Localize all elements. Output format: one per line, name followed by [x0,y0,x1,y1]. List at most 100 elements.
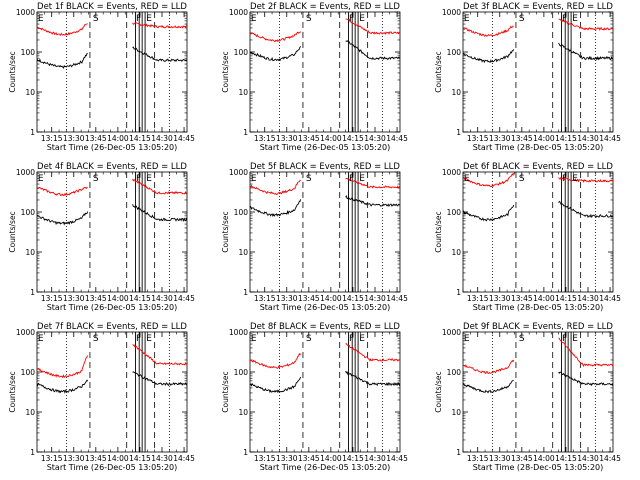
x-tick-label: 13:15 [467,134,489,143]
black-events-curve-before-gap [250,199,302,218]
panel-det-5: Det 5f BLACK = Events, RED = LLD 1 10 100 10… [221,162,408,312]
panel-det-8: Det 8f BLACK = Events, RED = LLD 1 10 100 10… [221,322,408,472]
x-tick-label: 14:00 [107,294,129,303]
y-tick-label: 10 [25,408,35,417]
y-tick-label: 1000 [229,8,248,17]
red-lld-curve-before-gap [463,172,515,188]
x-tick-label: 14:30 [364,454,386,463]
x-tick-label: 14:30 [151,294,173,303]
panel-frame [249,331,401,453]
x-tick-label: 14:15 [555,454,577,463]
panel-frame [462,171,614,293]
y-axis-label: Counts/sec [221,51,230,92]
x-tick-label: 13:45 [511,454,533,463]
panel-title: Det 2f BLACK = Events, RED = LLD [250,2,400,12]
red-lld-curve-before-gap [37,23,88,36]
panel-plot-area [463,332,613,452]
y-axis-label: Counts/sec [221,371,230,412]
black-events-curve-after-gap [558,42,613,61]
marker-letter-s: S [306,334,312,344]
marker-letter-f: F [349,174,354,184]
y-tick-label: 1000 [442,328,461,337]
black-events-curve-after-gap [132,46,187,63]
panel-title: Det 7f BLACK = Events, RED = LLD [37,322,187,332]
x-tick-label: 14:15 [342,454,364,463]
panel-plot-area [250,12,400,132]
marker-letter-s: S [93,14,99,24]
panel-title: Det 6f BLACK = Events, RED = LLD [463,162,613,172]
black-events-curve-before-gap [37,53,88,69]
x-axis-label: Start Time (26-Dec-05 13:05:20) [260,463,391,472]
x-tick-label: 14:45 [599,454,621,463]
y-axis-label: Counts/sec [434,371,443,412]
marker-letter-e: E [251,334,257,344]
marker-letter-e: E [359,174,365,184]
marker-letter-e: E [38,334,44,344]
x-axis-label: Start Time (26-Dec-05 13:05:20) [260,143,391,152]
x-tick-label: 14:45 [386,294,408,303]
panel-plot-area [250,332,400,452]
y-tick-label: 1000 [442,8,461,17]
panel-plot-area [250,172,400,292]
black-events-curve-before-gap [463,204,515,222]
y-tick-label: 10 [451,88,461,97]
x-tick-label: 14:00 [320,134,342,143]
red-lld-curve-before-gap [250,352,302,369]
panel-plot-area [37,172,187,292]
black-events-curve-before-gap [250,46,301,62]
marker-letter-e: E [251,174,257,184]
marker-letter-f: F [136,174,141,184]
x-tick-label: 14:30 [577,454,599,463]
panel-title: Det 9f BLACK = Events, RED = LLD [463,322,613,332]
x-tick-label: 13:30 [276,134,298,143]
y-tick-label: 10 [451,408,461,417]
x-tick-label: 14:00 [533,134,555,143]
marker-letter-f: F [562,14,567,24]
panel-frame [462,331,614,453]
panel-title: Det 3f BLACK = Events, RED = LLD [463,2,613,12]
x-tick-label: 13:30 [63,454,85,463]
panel-det-1: Det 1f BLACK = Events, RED = LLD 1 10 100 10… [8,2,195,152]
x-tick-label: 14:45 [173,134,195,143]
red-lld-curve-before-gap [37,355,89,379]
x-tick-label: 14:15 [129,454,151,463]
x-tick-label: 13:15 [41,454,63,463]
y-tick-label: 10 [238,248,248,257]
x-tick-label: 14:30 [151,454,173,463]
marker-letter-e: E [572,174,578,184]
red-lld-curve-before-gap [463,25,514,37]
y-tick-label: 10 [238,408,248,417]
y-axis-label: Counts/sec [8,211,17,252]
y-tick-label: 100 [447,48,462,57]
red-lld-curve-before-gap [463,359,515,374]
x-axis-label: Start Time (26-Dec-05 13:05:20) [260,303,391,312]
panel-frame [36,171,188,293]
marker-letter-s: S [93,174,99,184]
marker-letter-e: E [146,174,152,184]
x-tick-label: 13:45 [85,134,107,143]
x-axis-label: Start Time (28-Dec-05 13:05:20) [473,463,604,472]
x-axis-label: Start Time (26-Dec-05 13:05:20) [47,143,178,152]
panel-det-7: Det 7f BLACK = Events, RED = LLD 1 10 100 10… [8,322,195,472]
x-tick-label: 13:15 [467,454,489,463]
x-tick-label: 14:45 [386,454,408,463]
y-axis-label: Counts/sec [434,51,443,92]
marker-letter-e: E [251,14,257,24]
y-tick-label: 1000 [229,328,248,337]
x-tick-label: 13:45 [511,294,533,303]
black-events-curve-after-gap [132,204,187,223]
y-tick-label: 1 [243,448,248,457]
y-tick-label: 10 [25,88,35,97]
y-tick-label: 1 [456,288,461,297]
y-tick-label: 1000 [16,8,35,17]
y-tick-label: 100 [447,368,462,377]
red-lld-curve-before-gap [250,179,301,195]
x-tick-label: 14:30 [364,134,386,143]
y-tick-label: 100 [21,48,36,57]
x-tick-label: 14:45 [173,294,195,303]
red-lld-curve-after-gap [345,343,400,362]
panel-plot-area [37,332,187,452]
marker-letter-e: E [464,334,470,344]
panel-frame [249,171,401,293]
x-tick-label: 13:45 [85,294,107,303]
